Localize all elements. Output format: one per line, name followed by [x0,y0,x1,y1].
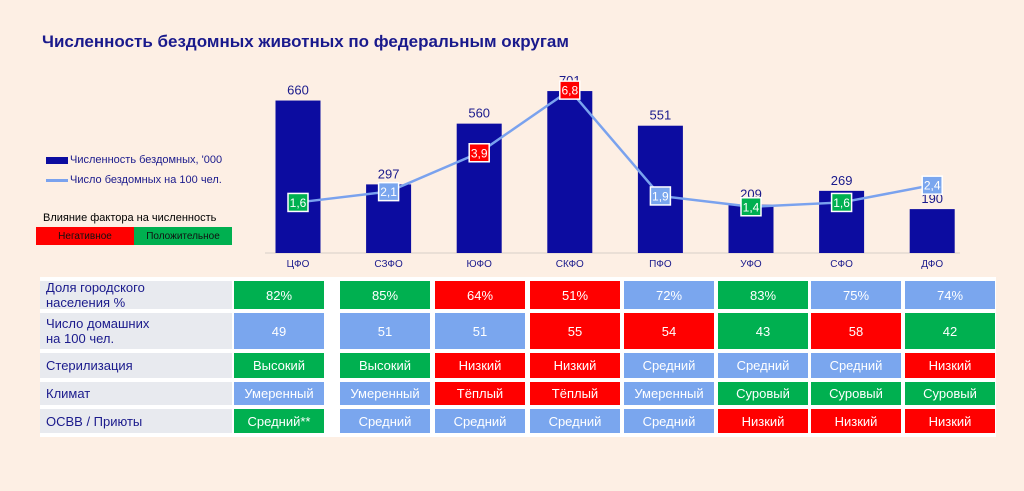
table-cell: Средний [435,409,525,433]
factor-legend: Влияние фактора на численность Негативно… [36,212,232,245]
factor-legend-title: Влияние фактора на численность [43,212,217,224]
bar-value-label: 297 [378,166,400,181]
table-cell: 51% [530,281,620,309]
x-tick-label: СФО [830,259,853,270]
table-cell: 42 [905,313,995,349]
line-point [287,192,309,213]
table-cell: Низкий [905,409,995,433]
table-cell: 55 [530,313,620,349]
table-cell: Умеренный [624,382,714,405]
bar [547,91,593,253]
table-cell: Суровый [905,382,995,405]
factor-negative: Негативное [36,227,134,245]
table-cell: 49 [234,313,324,349]
table-cell: 43 [718,313,808,349]
x-tick-label: ЦФО [287,259,310,270]
line-value-label: 1,6 [290,196,307,210]
legend-line-label: Число бездомных на 100 чел. [70,174,222,186]
table-cell: Средний [718,353,808,378]
bar-value-label: 269 [831,173,853,188]
bar-value-label: 551 [650,108,672,123]
x-tick-label: СКФО [556,259,584,270]
bar-value-label: 660 [287,83,309,98]
table-cell: Тёплый [435,382,525,405]
table-cell: Низкий [435,353,525,378]
line-value-label: 2,4 [924,179,941,193]
table-cell: Средний [340,409,430,433]
table-cell: Средний** [234,409,324,433]
table-cell: 64% [435,281,525,309]
bar-line-chart: 660ЦФО297СЗФО560ЮФО701СКФО551ПФО209УФО26… [265,73,960,270]
table-cell: Низкий [718,409,808,433]
x-tick-label: ЮФО [466,259,492,270]
table-cell: 83% [718,281,808,309]
legend-item-bars: Численность бездомных, '000 [46,150,222,170]
bar [909,209,955,253]
table-cell: 58 [811,313,901,349]
legend-bar-swatch [46,156,68,164]
table-cell: Средний [624,409,714,433]
legend-bar-label: Численность бездомных, '000 [70,154,223,166]
table-cell: 85% [340,281,430,309]
line-value-label: 1,6 [833,196,850,210]
table-row-label: Число домашних на 100 чел. [40,313,232,349]
table-cell: Низкий [905,353,995,378]
x-tick-label: ПФО [649,259,672,270]
legend-line-swatch [46,178,68,182]
line-point [377,181,400,202]
table-row-label: ОСВВ / Приюты [40,409,232,433]
table-cell: 82% [234,281,324,309]
line-value-label: 3,9 [471,146,488,160]
x-tick-label: УФО [740,259,762,270]
factor-table: Доля городского населения % 82% 85% 64% 51% 72… [40,277,996,437]
x-tick-label: СЗФО [374,259,403,270]
table-cell: Низкий [811,409,901,433]
legend: Численность бездомных, '000 Число бездом… [46,150,222,190]
table-cell: Средний [811,353,901,378]
table-row-label: Стерилизация [40,353,232,378]
table-cell: Умеренный [234,382,324,405]
table-cell: Тёплый [530,382,620,405]
line-value-label: 2,1 [380,185,397,199]
table-cell: Средний [530,409,620,433]
legend-item-line: Число бездомных на 100 чел. [46,170,222,190]
line-value-label: 1,4 [743,200,760,214]
bar [275,100,321,253]
table-cell: Средний [624,353,714,378]
line-value-label: 6,8 [561,84,578,98]
series-line [297,88,933,209]
table-cell: 75% [811,281,901,309]
line-point [921,175,943,195]
line-point [740,197,762,217]
line-point [830,192,853,213]
table-cell: Умеренный [340,382,430,405]
bar-value-label: 560 [468,106,490,121]
table-cell: 72% [624,281,714,309]
table-cell: Суровый [811,382,901,405]
table-cell: Низкий [530,353,620,378]
line-value-label: 1,9 [652,189,669,203]
table-row-label: Доля городского населения % [40,280,232,310]
line-point [559,80,581,100]
table-cell: Суровый [718,382,808,405]
table-cell: Высокий [340,353,430,378]
factor-positive: Положительное [134,227,232,245]
table-row-label: Климат [40,382,232,405]
x-tick-label: ДФО [921,259,943,270]
table-cell: 51 [340,313,430,349]
line-point [468,143,490,163]
table-cell: 74% [905,281,995,309]
table-cell: Высокий [234,353,324,378]
chart-title: Численность бездомных животных по федера… [42,32,569,51]
table-cell: 54 [624,313,714,349]
table-cell: 51 [435,313,525,349]
line-point [649,186,672,206]
